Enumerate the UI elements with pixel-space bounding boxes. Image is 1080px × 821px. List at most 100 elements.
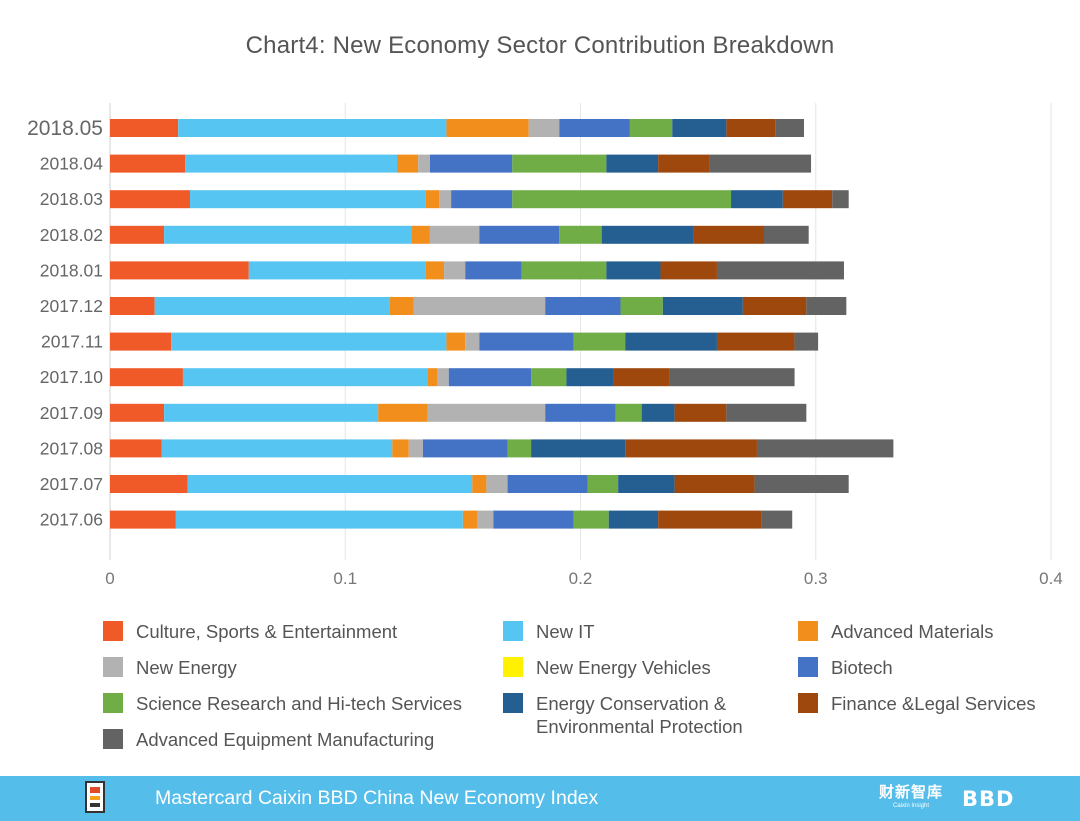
category-label: 2017.10 [40, 367, 104, 387]
bar-segment [182, 368, 428, 387]
legend-item: New IT [503, 620, 595, 643]
bar-segment [625, 439, 757, 458]
legend-label: Advanced Equipment Manufacturing [136, 729, 435, 750]
legend-item: Biotech [798, 656, 893, 679]
bar-segment [444, 261, 466, 280]
bar-segment [465, 332, 480, 351]
bar-segment [429, 154, 513, 173]
bar-segment [178, 119, 447, 137]
category-label: 2018.05 [27, 117, 103, 140]
x-tick-label: 0.4 [1039, 569, 1063, 588]
bar-segment [545, 403, 616, 422]
legend-item: New Energy Vehicles [503, 656, 711, 679]
bar-segment [806, 297, 847, 315]
bar-segment [472, 475, 487, 493]
bar-segment [660, 261, 717, 280]
bar-segment [507, 475, 588, 493]
legend-item: Advanced Materials [798, 620, 993, 643]
legend-item: Science Research and Hi-tech Services [103, 692, 462, 715]
legend-swatch [503, 693, 523, 713]
bar-segment [110, 154, 186, 173]
bar-segment [425, 190, 440, 209]
bar-segment [620, 297, 663, 315]
bar-segment [462, 510, 477, 529]
legend-swatch [103, 657, 123, 677]
bar-segment [794, 332, 819, 351]
bar-segment [175, 510, 463, 529]
bar-segment [110, 225, 165, 244]
bar-segment [613, 368, 670, 387]
bar-segment [566, 368, 614, 387]
bar-segment [110, 297, 155, 315]
bar-segment [731, 190, 783, 209]
legend-swatch [503, 657, 523, 677]
bar-segment [709, 154, 812, 173]
category-label: 2017.08 [40, 438, 103, 458]
bar-segment [512, 190, 732, 209]
bar-segment [726, 403, 807, 422]
bar-segment [422, 439, 508, 458]
bar-segment [389, 297, 414, 315]
bar-segment [110, 475, 188, 493]
category-label: 2017.09 [40, 403, 103, 423]
bar-segment [573, 510, 609, 529]
legend-label: Biotech [831, 657, 893, 678]
bar-segment [378, 403, 428, 422]
bar-segment [782, 190, 833, 209]
bar-segment [110, 368, 183, 387]
bar-segment [545, 297, 621, 315]
legend-label: Finance &Legal Services [831, 693, 1036, 714]
legend-swatch [503, 621, 523, 641]
bar-segment [465, 261, 522, 280]
bar-segment [716, 332, 795, 351]
legend-swatch [103, 621, 123, 641]
bar-segment [601, 225, 694, 244]
legend-label: New IT [536, 621, 595, 642]
bar-segment [392, 439, 409, 458]
bar-segment [606, 261, 661, 280]
bar-segment [189, 190, 426, 209]
chart-title: Chart4: New Economy Sector Contribution … [245, 32, 835, 59]
bar-segment [427, 368, 437, 387]
legend-swatch [798, 693, 818, 713]
x-tick-label: 0.3 [804, 569, 828, 588]
bar-segment [559, 225, 602, 244]
bar-segment [429, 225, 480, 244]
category-label: 2018.03 [40, 189, 103, 209]
bar-segment [110, 190, 190, 209]
bar-segment [446, 119, 529, 137]
bar-segment [726, 119, 776, 137]
bar-segment [615, 403, 642, 422]
bar-segment [521, 261, 607, 280]
bar-segment [436, 368, 449, 387]
bar-segment [754, 475, 849, 493]
legend-item: Energy Conservation & Environmental Prot… [503, 692, 766, 738]
bar-segment [161, 439, 393, 458]
bar-segment [154, 297, 390, 315]
bar-segment [110, 119, 179, 137]
bar-segment [187, 475, 473, 493]
bar-segment [629, 119, 673, 137]
bar-segment [418, 154, 430, 173]
bar-segment [512, 154, 607, 173]
legend-item: Finance &Legal Services [798, 692, 1036, 715]
bar-segment [761, 510, 793, 529]
bar-segment [479, 225, 560, 244]
bar-segment [531, 439, 626, 458]
legend-item: Advanced Equipment Manufacturing [103, 728, 434, 751]
bar-segment [507, 439, 532, 458]
bar-segment [658, 154, 710, 173]
legend-swatch [103, 693, 123, 713]
bar-segment [448, 368, 532, 387]
bar-segment [531, 368, 567, 387]
bar-segment [110, 510, 176, 529]
bar-segment [476, 510, 494, 529]
bar-segment [528, 119, 560, 137]
bar-segment [446, 332, 466, 351]
bar-segment [439, 190, 452, 209]
bar-segment [408, 439, 423, 458]
bar-segment [674, 403, 727, 422]
legend-swatch [798, 621, 818, 641]
nei-logo-icon [85, 781, 105, 813]
